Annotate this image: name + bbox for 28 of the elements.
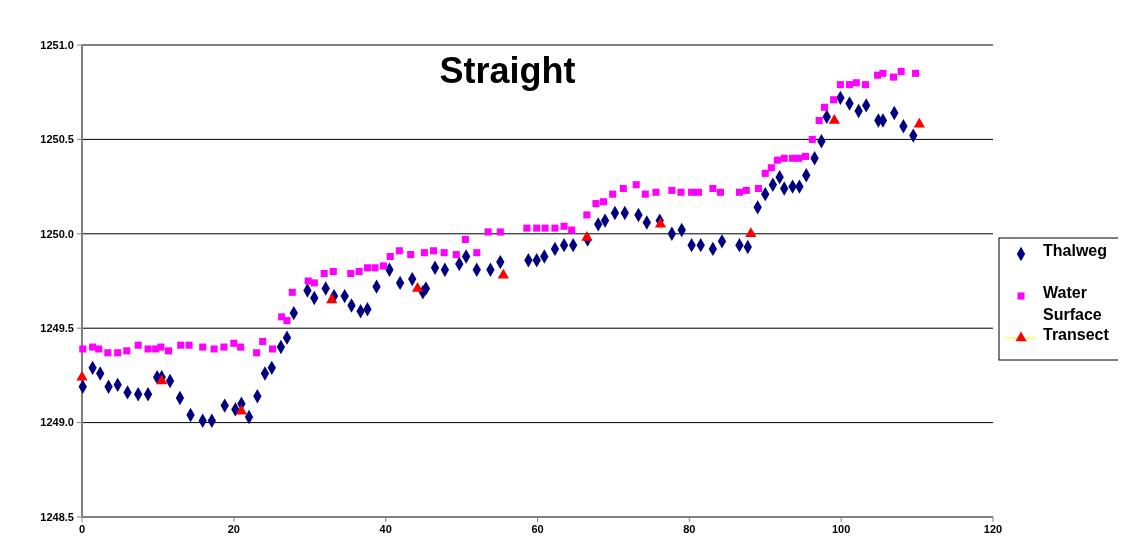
point (745, 227, 757, 238)
x-tick-label: 120 (983, 523, 1003, 535)
point (497, 268, 509, 279)
y-tick-label: 1248.5 (40, 510, 74, 523)
legend-label: Water Surface (1043, 283, 1102, 323)
x-tick-label: 60 (531, 523, 544, 535)
x-tick-label: 100 (831, 523, 851, 535)
x-tick-label: 40 (379, 523, 392, 535)
y-tick-label: 1250.0 (40, 227, 74, 240)
y-tick-label: 1251.0 (40, 38, 74, 51)
legend-label: Transect (1043, 325, 1110, 343)
point (828, 114, 840, 124)
point (913, 117, 925, 128)
x-tick-label: 20 (227, 523, 240, 535)
point (235, 404, 248, 415)
y-tick-label: 1249.0 (40, 416, 74, 429)
y-tick-label: 1249.5 (40, 322, 74, 335)
point (411, 282, 424, 292)
chart-title: Straight (439, 50, 576, 91)
legend-label: Thalweg (1043, 241, 1108, 259)
x-tick-label: 0 (78, 523, 86, 535)
y-tick-label: 1250.5 (40, 133, 74, 146)
point (76, 370, 88, 381)
point (326, 293, 338, 304)
point (581, 231, 593, 241)
point (156, 374, 168, 385)
point (654, 217, 667, 228)
x-tick-label: 80 (683, 523, 696, 535)
